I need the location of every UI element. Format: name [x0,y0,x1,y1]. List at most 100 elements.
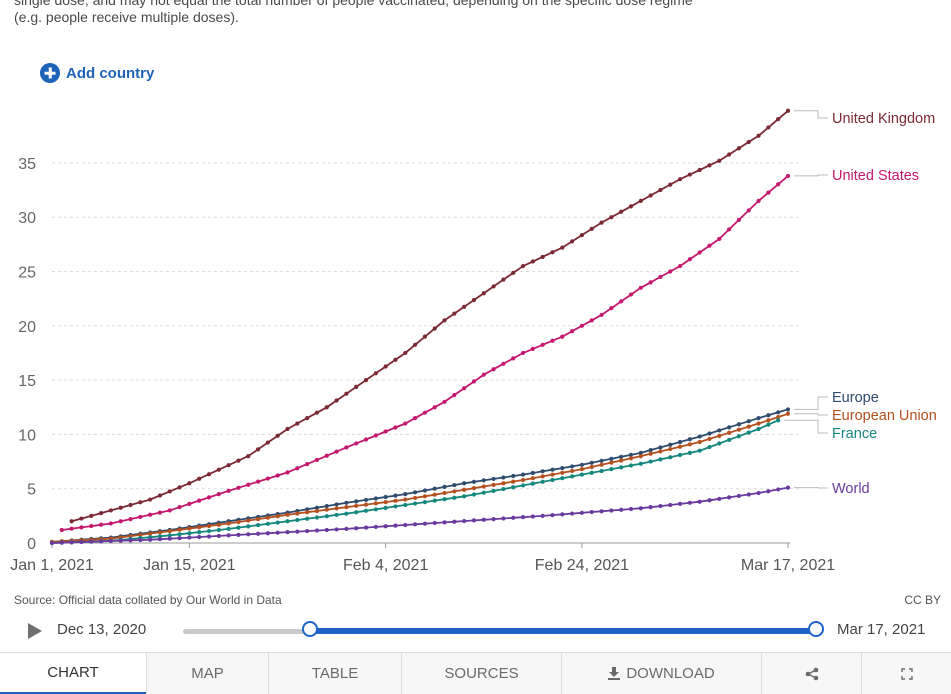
data-point [677,439,683,445]
data-point [187,535,192,540]
data-point [776,487,781,492]
data-point [540,474,545,479]
play-icon[interactable] [28,623,42,639]
data-point [687,437,692,442]
data-point [481,291,486,296]
data-point [393,498,398,503]
fullscreen-button[interactable] [861,653,951,694]
data-point [462,494,467,499]
data-point [108,521,113,526]
data-point [501,277,506,282]
data-point [59,540,64,545]
data-point [570,511,575,516]
data-point [403,421,408,426]
data-point [707,498,712,503]
data-point [432,492,437,497]
data-point [118,538,123,543]
timeline-end-handle[interactable] [808,621,824,637]
data-point [638,506,643,511]
data-point [324,405,329,410]
data-point [756,133,761,138]
data-point [785,173,791,179]
add-country-button[interactable]: Add country [40,63,154,83]
data-point [412,416,418,421]
data-point [736,493,742,499]
data-point [481,484,486,489]
data-point [766,418,771,423]
data-point [452,392,457,398]
data-point [393,523,398,528]
tab-chart[interactable]: CHART [0,653,146,694]
share-button[interactable] [761,653,861,694]
data-point [501,361,506,366]
data-point [363,378,369,383]
tab-table[interactable]: TABLE [268,653,401,694]
data-point [570,329,575,334]
fullscreen-icon [900,667,913,680]
data-point [638,461,643,466]
data-point [550,477,555,483]
data-point [177,485,182,490]
timeline-start-label: Dec 13, 2020 [57,621,147,638]
data-point [108,538,113,544]
data-point [324,503,329,509]
data-point [314,508,320,514]
data-point [491,284,496,289]
data-point [668,502,673,508]
data-point [383,364,388,369]
data-point [452,519,457,524]
data-point [442,520,447,525]
data-point [285,512,290,517]
data-point [520,515,526,520]
data-point [354,441,359,446]
data-point [589,226,594,231]
data-point [157,493,163,498]
data-point [305,510,310,515]
data-point [746,430,751,435]
data-point [511,270,516,275]
data-point [599,220,604,225]
data-point [305,528,310,534]
data-point [412,342,418,347]
data-point [373,507,378,512]
data-point [491,482,496,487]
data-point [619,209,624,214]
data-point [177,527,182,532]
data-point [540,469,545,474]
data-point [619,507,624,512]
timeline-start-handle[interactable] [302,621,318,637]
data-point [128,517,133,522]
data-point [226,488,231,493]
series-line [71,110,789,523]
data-point [609,456,614,461]
data-point [560,465,565,471]
data-point [609,508,614,513]
data-point [697,434,702,439]
data-point [226,526,231,531]
tab-download[interactable]: DOWNLOAD [561,653,761,694]
tab-sources[interactable]: SOURCES [401,653,561,694]
data-point [412,495,418,501]
data-point [157,534,163,539]
data-point [520,472,526,477]
data-point [707,431,712,436]
data-point [167,536,172,541]
data-point [501,475,506,480]
tab-map[interactable]: MAP [146,653,268,694]
data-point [373,371,378,376]
data-point [658,187,663,193]
chart-note: single dose, and may not equal the total… [14,0,914,26]
data-point [668,269,673,274]
data-point [520,350,526,356]
data-point [148,497,153,502]
data-point [187,501,192,507]
data-point [432,405,437,410]
data-point [540,513,545,518]
data-point [285,530,290,535]
data-point [226,521,231,526]
data-point [776,116,781,122]
data-point [707,444,712,450]
note-line-2: (e.g. people receive multiple doses). [14,9,239,25]
license-link[interactable]: CC BY [904,593,941,607]
label-leader [794,110,828,119]
